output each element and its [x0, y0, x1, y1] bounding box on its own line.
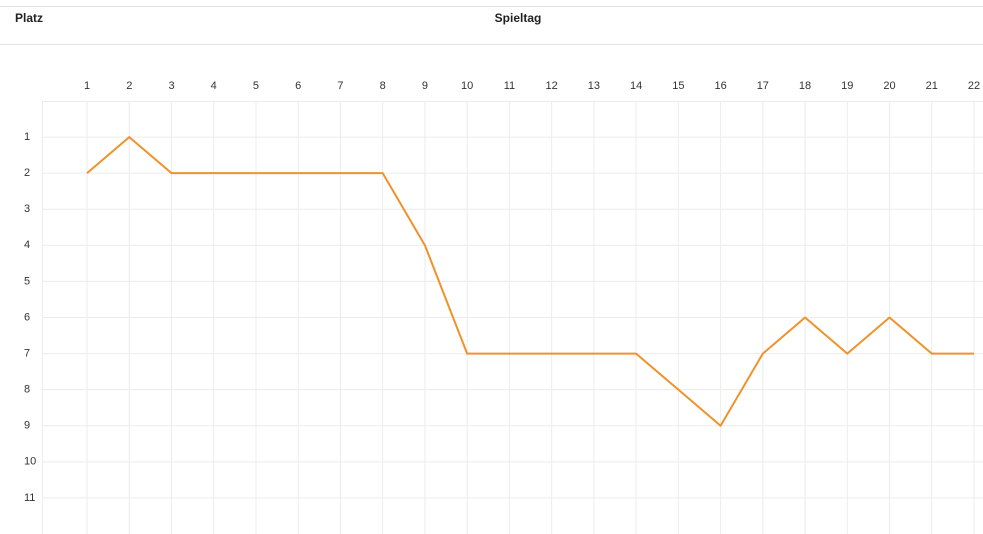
- x-axis-title: Spieltag: [495, 11, 542, 25]
- x-tick-label: 7: [337, 80, 343, 92]
- x-tick-label: 16: [714, 80, 726, 92]
- y-tick-label: 6: [24, 311, 30, 323]
- y-tick-label: 7: [24, 347, 30, 359]
- y-tick-label: 2: [24, 167, 30, 179]
- x-tick-label: 9: [422, 80, 428, 92]
- y-tick-label: 11: [24, 492, 35, 504]
- x-tick-label: 20: [883, 80, 895, 92]
- x-tick-label: 13: [588, 80, 600, 92]
- x-tick-label: 3: [168, 80, 174, 92]
- x-tick-label: 2: [126, 80, 132, 92]
- x-tick-label: 21: [926, 80, 938, 92]
- x-tick-label: 15: [672, 80, 684, 92]
- y-tick-label: 10: [24, 456, 36, 468]
- y-tick-label: 4: [24, 239, 30, 251]
- y-tick-label: 1: [24, 131, 30, 143]
- y-tick-label: 9: [24, 420, 30, 432]
- x-tick-label: 18: [799, 80, 811, 92]
- x-tick-label: 10: [461, 80, 473, 92]
- x-tick-label: 5: [253, 80, 259, 92]
- x-tick-label: 11: [504, 80, 515, 92]
- x-tick-label: 1: [84, 80, 90, 92]
- x-tick-label: 14: [630, 80, 642, 92]
- x-tick-label: 19: [841, 80, 853, 92]
- x-tick-label: 4: [211, 80, 217, 92]
- y-axis-title: Platz: [15, 11, 43, 25]
- x-tick-label: 6: [295, 80, 301, 92]
- x-tick-label: 8: [380, 80, 386, 92]
- y-tick-label: 5: [24, 275, 30, 287]
- y-tick-label: 3: [24, 203, 30, 215]
- x-tick-label: 12: [546, 80, 558, 92]
- line-series: [86, 136, 974, 427]
- x-tick-label: 22: [968, 80, 980, 92]
- x-tick-label: 17: [757, 80, 769, 92]
- y-tick-label: 8: [24, 384, 30, 396]
